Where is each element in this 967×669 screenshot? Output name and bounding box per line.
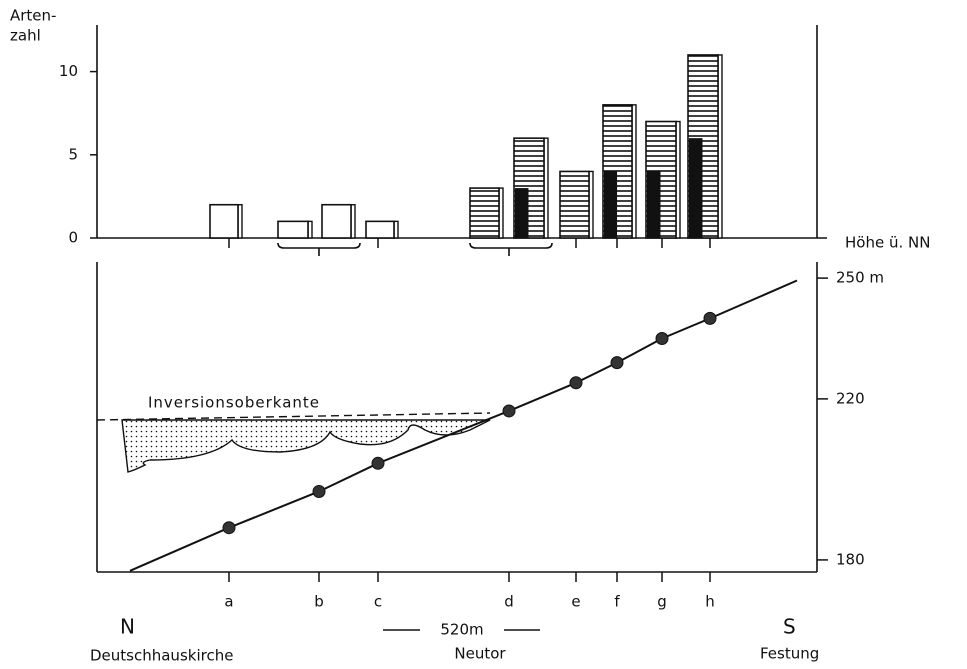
inversion-line bbox=[97, 413, 490, 420]
station-point bbox=[313, 485, 325, 497]
station-point bbox=[372, 457, 384, 469]
y-tick-label: 10 bbox=[59, 62, 78, 80]
station-point bbox=[503, 405, 515, 417]
station-point bbox=[704, 312, 716, 324]
x-tick-label: c bbox=[374, 593, 382, 611]
y-label: Arten- bbox=[10, 7, 56, 25]
bar-dark bbox=[515, 188, 529, 238]
inversion-layer bbox=[122, 420, 490, 472]
north: N bbox=[120, 615, 135, 639]
x-tick-label: g bbox=[657, 593, 667, 611]
south: S bbox=[783, 615, 796, 639]
x-tick-label: a bbox=[224, 593, 233, 611]
y-label: zahl bbox=[10, 27, 41, 45]
bar bbox=[366, 221, 394, 238]
place: Festung bbox=[760, 645, 819, 663]
station-point bbox=[611, 357, 623, 369]
bar bbox=[210, 205, 238, 238]
bar bbox=[470, 188, 499, 238]
bar-dark bbox=[604, 171, 617, 238]
bar bbox=[322, 205, 351, 238]
x-tick-label: b bbox=[314, 593, 324, 611]
y-tick-label: 180 bbox=[836, 550, 865, 568]
y-tick-label: 250 m bbox=[836, 269, 884, 287]
scale-label: 520m bbox=[440, 621, 483, 639]
trend-extension bbox=[710, 280, 797, 318]
station-point bbox=[570, 377, 582, 389]
figure: Arten- zahl Höhe ü. NN Inversionsoberkan… bbox=[0, 0, 967, 669]
x-tick-label: f bbox=[614, 593, 620, 611]
y-tick-label: 5 bbox=[68, 145, 78, 163]
station-point bbox=[656, 332, 668, 344]
bracket bbox=[278, 243, 360, 256]
x-tick-label: d bbox=[504, 593, 514, 611]
trend-extension bbox=[130, 528, 229, 571]
station-point bbox=[223, 522, 235, 534]
inversion-label: Inversionsoberkante bbox=[148, 394, 320, 412]
bar-dark bbox=[689, 138, 703, 238]
bar-dark bbox=[647, 171, 661, 238]
x-tick-label: h bbox=[705, 593, 715, 611]
y-tick-label: 220 bbox=[836, 389, 865, 407]
y-tick-label: 0 bbox=[68, 229, 78, 247]
bar bbox=[560, 171, 589, 238]
bracket bbox=[470, 243, 552, 256]
place: Neutor bbox=[454, 645, 506, 663]
bar bbox=[278, 221, 308, 238]
y2-label: Höhe ü. NN bbox=[845, 234, 930, 252]
x-tick-label: e bbox=[571, 593, 580, 611]
place: Deutschhauskirche bbox=[90, 647, 233, 665]
